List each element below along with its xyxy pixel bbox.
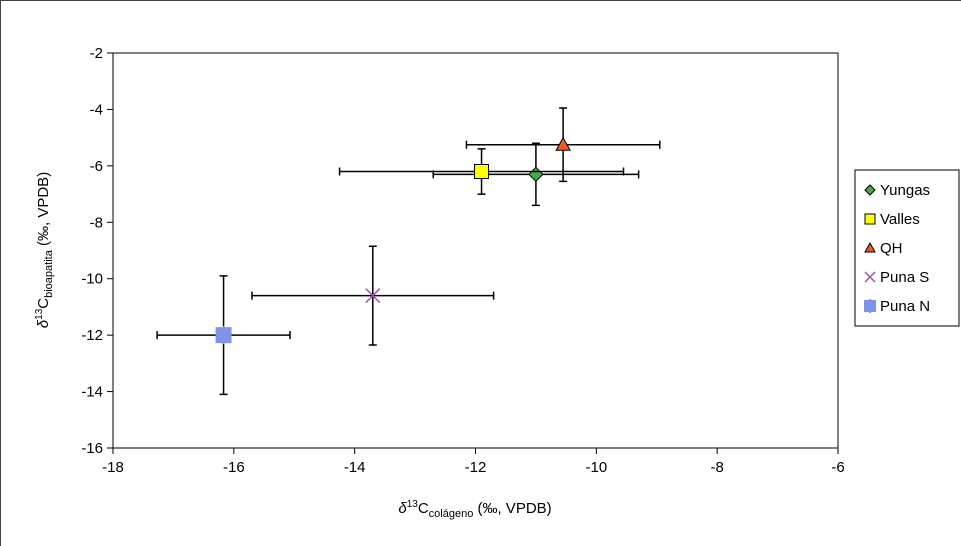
x-tick-label: -12 — [465, 459, 487, 476]
plot-area — [112, 52, 839, 449]
x-tick-label: -18 — [102, 459, 124, 476]
x-tick-label: -14 — [344, 459, 366, 476]
marker — [474, 164, 490, 179]
legend-label: Puna N — [880, 298, 930, 315]
y-tick-label: -2 — [90, 45, 103, 62]
legend-marker — [864, 299, 876, 313]
y-tick-label: -14 — [81, 384, 103, 401]
y-tick-label: -16 — [81, 440, 103, 457]
y-axis-label: δ13Cbioapatita (‰, VPDB) — [34, 172, 55, 328]
legend-marker — [864, 213, 876, 225]
marker — [528, 166, 544, 183]
y-tick-label: -12 — [81, 327, 103, 344]
marker — [365, 288, 381, 304]
y-tick-label: -8 — [90, 214, 103, 231]
legend-label: Valles — [880, 211, 920, 228]
y-tick-label: -4 — [90, 101, 103, 118]
y-tick-label: -10 — [81, 271, 103, 288]
marker — [555, 136, 571, 151]
legend-label: QH — [880, 240, 903, 257]
x-tick-label: -8 — [710, 459, 723, 476]
legend-marker — [864, 271, 876, 283]
x-tick-label: -16 — [223, 459, 245, 476]
x-tick-label: -6 — [831, 459, 844, 476]
legend-marker — [864, 184, 876, 196]
x-axis-label: δ13Ccolágeno (‰, VPDB) — [398, 499, 551, 520]
marker — [215, 326, 232, 345]
legend-label: Puna S — [880, 269, 929, 286]
x-tick-label: -10 — [585, 459, 607, 476]
legend-label: Yungas — [880, 182, 930, 199]
legend-marker — [864, 241, 876, 253]
y-tick-label: -6 — [90, 158, 103, 175]
